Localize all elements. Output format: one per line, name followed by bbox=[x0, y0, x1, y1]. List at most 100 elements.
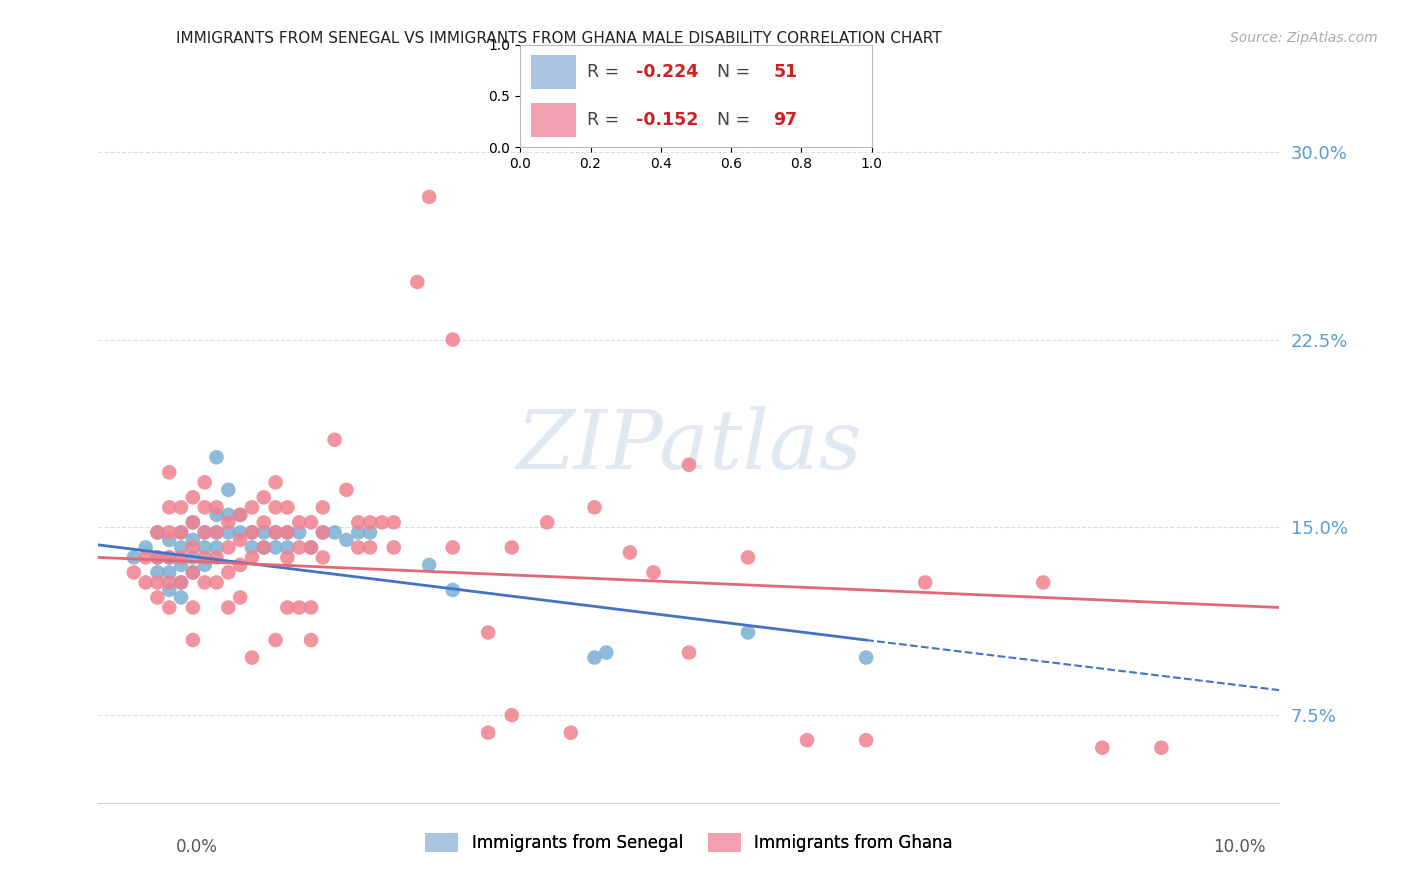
Point bbox=[253, 516, 276, 530]
Point bbox=[335, 533, 357, 547]
Point bbox=[678, 646, 700, 660]
Point bbox=[796, 733, 818, 747]
Point bbox=[205, 508, 228, 522]
Text: ZIPatlas: ZIPatlas bbox=[516, 406, 862, 486]
Point bbox=[335, 483, 357, 497]
Text: -0.224: -0.224 bbox=[637, 62, 699, 81]
Point bbox=[157, 525, 180, 540]
Point bbox=[205, 550, 228, 565]
Point bbox=[205, 450, 228, 465]
Point bbox=[276, 525, 298, 540]
Point bbox=[347, 525, 370, 540]
FancyBboxPatch shape bbox=[531, 103, 576, 137]
Point bbox=[240, 541, 263, 555]
Text: IMMIGRANTS FROM SENEGAL VS IMMIGRANTS FROM GHANA MALE DISABILITY CORRELATION CHA: IMMIGRANTS FROM SENEGAL VS IMMIGRANTS FR… bbox=[176, 31, 942, 46]
Point bbox=[157, 550, 180, 565]
Point bbox=[229, 533, 252, 547]
Point bbox=[240, 500, 263, 515]
Point bbox=[205, 575, 228, 590]
Point bbox=[146, 591, 169, 605]
Point bbox=[240, 525, 263, 540]
Point bbox=[217, 600, 239, 615]
Point bbox=[441, 582, 464, 597]
Point bbox=[170, 525, 193, 540]
Point bbox=[194, 550, 217, 565]
Point bbox=[146, 566, 169, 580]
Point bbox=[643, 566, 665, 580]
Point bbox=[146, 575, 169, 590]
Point bbox=[312, 500, 335, 515]
Point bbox=[181, 566, 204, 580]
Point bbox=[276, 500, 298, 515]
Point bbox=[122, 566, 145, 580]
Point bbox=[264, 541, 287, 555]
Point bbox=[181, 516, 204, 530]
Point bbox=[181, 491, 204, 505]
Point bbox=[299, 600, 322, 615]
Point bbox=[253, 525, 276, 540]
Point bbox=[418, 190, 440, 204]
Point bbox=[737, 550, 759, 565]
Point bbox=[181, 550, 204, 565]
Legend: Immigrants from Senegal, Immigrants from Ghana: Immigrants from Senegal, Immigrants from… bbox=[418, 826, 960, 859]
Point bbox=[276, 525, 298, 540]
Point bbox=[170, 558, 193, 572]
Text: 10.0%: 10.0% bbox=[1213, 838, 1265, 855]
Point bbox=[135, 575, 157, 590]
Point bbox=[194, 575, 217, 590]
Point bbox=[240, 525, 263, 540]
Point bbox=[560, 725, 582, 739]
Point bbox=[181, 566, 204, 580]
Point bbox=[229, 525, 252, 540]
Point bbox=[312, 550, 335, 565]
Point bbox=[181, 516, 204, 530]
Text: R =: R = bbox=[588, 62, 624, 81]
Point bbox=[536, 516, 558, 530]
Point bbox=[347, 516, 370, 530]
Point bbox=[194, 475, 217, 490]
Point bbox=[181, 633, 204, 648]
Point bbox=[253, 541, 276, 555]
Point bbox=[276, 600, 298, 615]
Point bbox=[1150, 740, 1173, 755]
Point bbox=[276, 550, 298, 565]
Point bbox=[441, 541, 464, 555]
Point bbox=[347, 541, 370, 555]
Point bbox=[382, 541, 405, 555]
Point bbox=[217, 525, 239, 540]
Point bbox=[276, 541, 298, 555]
Point bbox=[299, 541, 322, 555]
Point bbox=[170, 575, 193, 590]
Point bbox=[264, 525, 287, 540]
Point bbox=[157, 575, 180, 590]
Point bbox=[170, 550, 193, 565]
Text: 97: 97 bbox=[773, 111, 797, 129]
Text: N =: N = bbox=[717, 62, 756, 81]
FancyBboxPatch shape bbox=[531, 55, 576, 88]
Point bbox=[170, 591, 193, 605]
Point bbox=[135, 541, 157, 555]
Point bbox=[170, 575, 193, 590]
Point bbox=[914, 575, 936, 590]
Point bbox=[205, 541, 228, 555]
Point bbox=[194, 525, 217, 540]
Point bbox=[157, 582, 180, 597]
Point bbox=[477, 725, 499, 739]
Point bbox=[288, 525, 311, 540]
Point bbox=[194, 558, 217, 572]
Point bbox=[678, 458, 700, 472]
Point bbox=[205, 525, 228, 540]
Point bbox=[359, 516, 381, 530]
Point bbox=[619, 545, 641, 559]
Point bbox=[181, 541, 204, 555]
Point bbox=[583, 500, 606, 515]
Point bbox=[299, 633, 322, 648]
Point bbox=[146, 525, 169, 540]
Point bbox=[595, 646, 617, 660]
Point bbox=[157, 533, 180, 547]
Point bbox=[359, 525, 381, 540]
Point bbox=[170, 500, 193, 515]
Point bbox=[240, 550, 263, 565]
Point bbox=[264, 525, 287, 540]
Text: R =: R = bbox=[588, 111, 624, 129]
